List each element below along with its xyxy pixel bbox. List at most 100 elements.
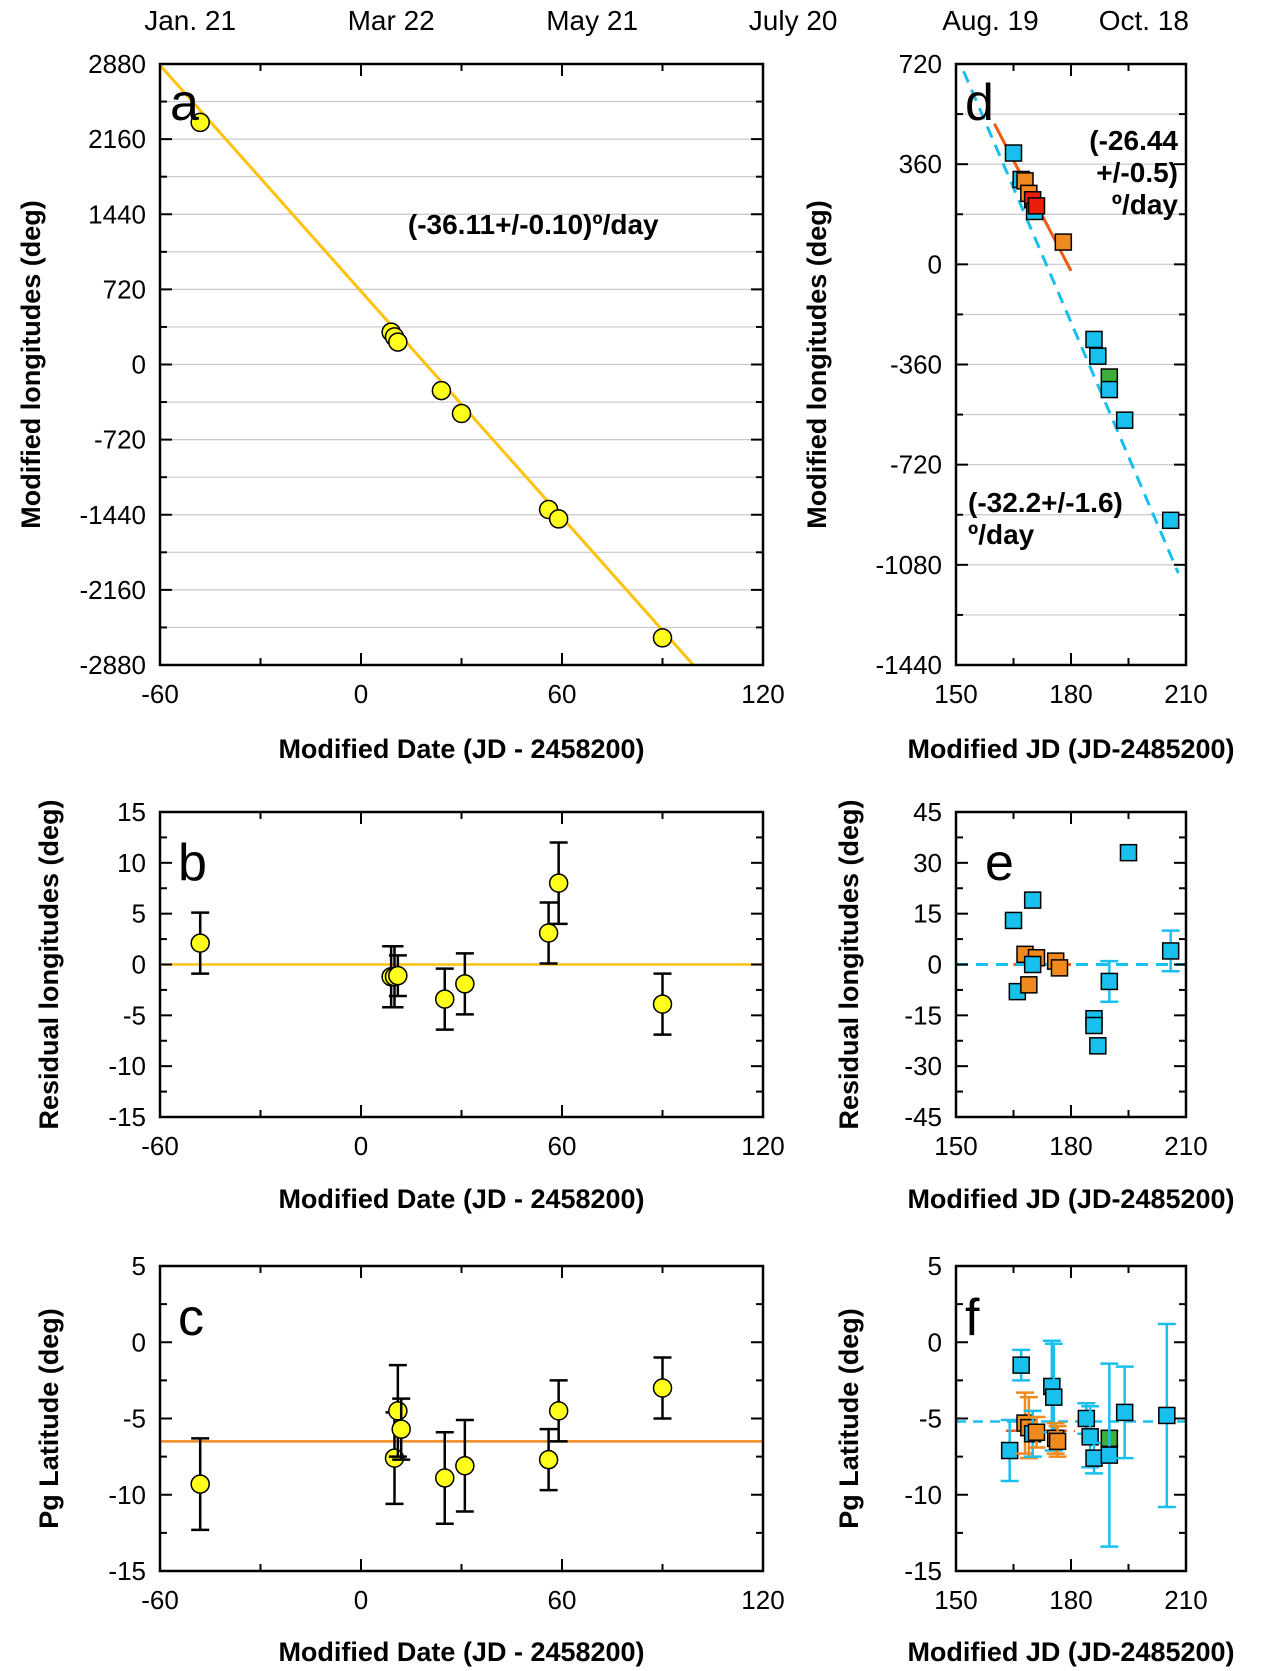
x-tick-label: 150 xyxy=(934,1131,977,1161)
data-point-circle xyxy=(548,509,569,529)
data-point-circle xyxy=(652,1378,673,1398)
data-point-square xyxy=(1081,1428,1099,1446)
data-point-square xyxy=(1027,197,1046,215)
y-tick-label: 2160 xyxy=(88,124,146,154)
panel-b: -60 0 60 120 -15 -10 -5 0 5 10 15 Modified Date (JD… xyxy=(34,797,785,1214)
y-tick-label: -2880 xyxy=(80,650,147,680)
y-tick-label: -15 xyxy=(108,1556,146,1586)
plot-area xyxy=(956,70,1186,616)
top-axis-date-label: Mar 22 xyxy=(348,5,435,36)
plot-area xyxy=(160,1356,763,1532)
y-tick-label: 0 xyxy=(928,950,942,980)
y-tick-label: -1440 xyxy=(80,500,147,530)
plot-frame xyxy=(158,62,765,667)
x-tick-label: 180 xyxy=(1049,1131,1092,1161)
data-point-circle xyxy=(190,933,210,953)
x-tick-label: 120 xyxy=(741,679,784,709)
panel-letter: c xyxy=(178,1289,204,1347)
data-point-square xyxy=(1085,1449,1103,1467)
data-point-square xyxy=(1115,411,1134,429)
x-tick-label: 180 xyxy=(1049,1585,1092,1615)
data-point-square xyxy=(1161,511,1180,530)
y-axis-title: Residual longitudes (deg) xyxy=(34,799,64,1129)
x-tick-label: -60 xyxy=(141,679,179,709)
y-tick-label: 15 xyxy=(913,899,942,929)
x-tick-label: 120 xyxy=(741,1585,784,1615)
data-point-circle xyxy=(190,112,210,133)
data-point-square xyxy=(1023,891,1042,909)
data-point-circle xyxy=(652,628,673,648)
y-tick-label: 1440 xyxy=(88,199,146,229)
panel-f: 150 180 210 -15 -10 -5 0 5 Modified JD (JD-24852… xyxy=(834,1251,1235,1667)
x-tick-label: 60 xyxy=(548,679,577,709)
x-axis-title: Modified Date (JD - 2458200) xyxy=(278,734,644,764)
data-point-square xyxy=(1000,1441,1019,1460)
y-tick-label: 0 xyxy=(928,1327,942,1357)
data-point-circle xyxy=(538,923,559,943)
plot-area xyxy=(956,1322,1186,1548)
data-point-square xyxy=(1027,1423,1046,1441)
x-axis-title: Modified Date (JD - 2458200) xyxy=(278,1637,644,1667)
y-tick-label: 5 xyxy=(132,899,146,929)
top-axis-date-label: May 21 xyxy=(546,5,638,36)
data-point-square xyxy=(1023,955,1042,974)
y-tick-label: -15 xyxy=(108,1102,146,1132)
data-point-square xyxy=(1004,911,1023,930)
data-point-square xyxy=(1050,959,1069,977)
x-tick-label: 210 xyxy=(1164,1131,1207,1161)
x-tick-label: 150 xyxy=(934,679,977,709)
x-tick-label: 150 xyxy=(934,1585,977,1615)
y-tick-label: -15 xyxy=(904,1556,942,1586)
x-axis-title: Modified Date (JD - 2458200) xyxy=(278,1184,644,1214)
data-point-circle xyxy=(451,403,472,424)
data-point-square xyxy=(1119,843,1138,862)
x-tick-label: 60 xyxy=(548,1585,577,1615)
plot-frame xyxy=(158,810,765,1119)
y-tick-label: 720 xyxy=(899,49,942,79)
panel-a: -60 0 60 120 -2880 -2160 -1440 -720 0 720 1440 2160… xyxy=(16,5,838,764)
x-axis-title: Modified JD (JD-2485200) xyxy=(907,734,1234,764)
y-tick-label: -1080 xyxy=(876,550,943,580)
x-tick-label: 0 xyxy=(354,1585,368,1615)
y-tick-label: -30 xyxy=(904,1051,942,1081)
x-tick-label: -60 xyxy=(141,1585,179,1615)
panel-letter: a xyxy=(170,74,199,132)
data-point-square xyxy=(1004,144,1023,162)
y-tick-label: -720 xyxy=(94,425,146,455)
y-axis-title: Modified longitudes (deg) xyxy=(16,200,46,528)
y-tick-label: -15 xyxy=(904,1000,942,1030)
y-tick-label: 0 xyxy=(132,350,146,380)
y-tick-label: -5 xyxy=(123,1404,146,1434)
plot-area xyxy=(956,843,1186,1055)
data-point-circle xyxy=(435,989,455,1009)
y-tick-label: -720 xyxy=(890,450,942,480)
data-point-square xyxy=(1100,972,1119,991)
data-point-circle xyxy=(388,1401,408,1421)
y-tick-label: 30 xyxy=(913,848,942,878)
y-tick-label: -5 xyxy=(123,1000,146,1030)
data-point-circle xyxy=(435,1468,455,1488)
x-tick-label: 180 xyxy=(1049,679,1092,709)
data-point-circle xyxy=(190,1474,210,1494)
y-tick-label: -2160 xyxy=(80,575,147,605)
y-axis-title: Modified longitudes (deg) xyxy=(802,200,832,528)
top-axis-date-label: July 20 xyxy=(749,5,838,36)
data-point-circle xyxy=(391,1419,411,1439)
slope-annotation-cyan: (-32.2+/-1.6) xyxy=(968,487,1123,518)
y-tick-label: 5 xyxy=(928,1251,942,1281)
y-tick-label: -360 xyxy=(890,350,942,380)
slope-annotation-red: (-26.44 xyxy=(1089,125,1178,156)
y-tick-label: 0 xyxy=(928,249,942,279)
data-point-square xyxy=(1158,1406,1176,1425)
data-point-square xyxy=(1012,1356,1030,1374)
data-point-circle xyxy=(388,332,408,352)
data-point-square xyxy=(1020,976,1038,994)
y-tick-label: 10 xyxy=(117,848,146,878)
y-tick-label: 2880 xyxy=(88,49,146,79)
panel-e: 150 180 210 -45 -30 -15 0 15 30 45 Modified JD (JD… xyxy=(834,797,1235,1214)
y-tick-label: 45 xyxy=(913,797,942,827)
data-points xyxy=(1004,144,1180,530)
x-tick-label: 60 xyxy=(548,1131,577,1161)
